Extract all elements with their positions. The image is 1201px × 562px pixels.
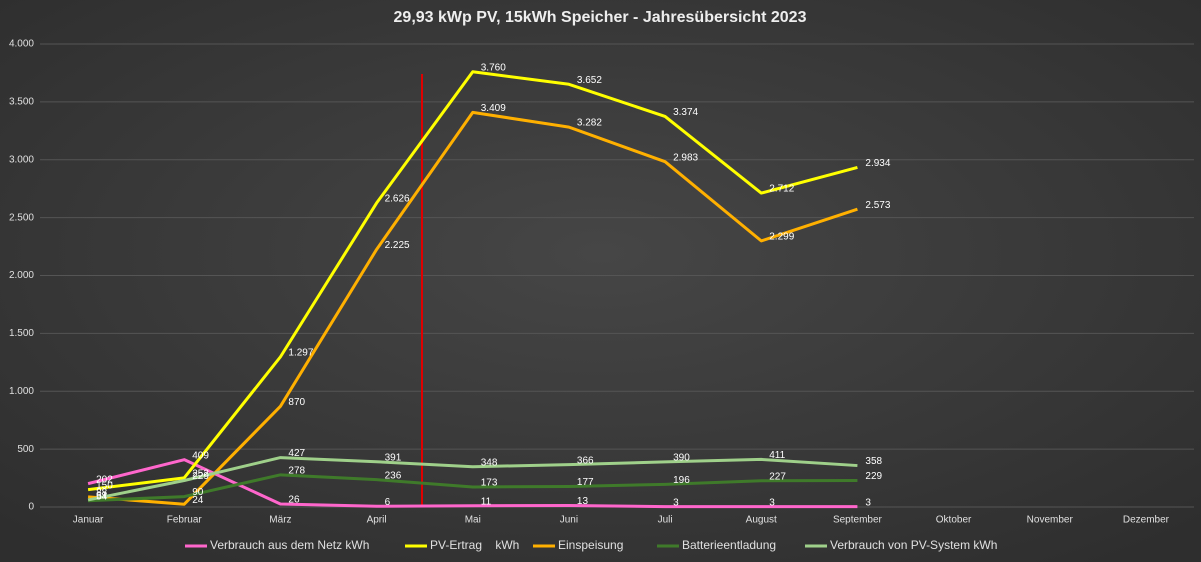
data-label: 870 (288, 397, 305, 408)
data-label: 61 (96, 491, 108, 502)
data-label: 24 (192, 495, 204, 506)
data-label: 173 (481, 478, 498, 489)
legend-label: PV-Ertrag kWh (430, 538, 519, 552)
data-label: 3 (865, 497, 871, 508)
x-tick-label: Februar (167, 515, 203, 526)
data-label: 150 (96, 480, 113, 491)
x-tick-label: April (367, 515, 387, 526)
data-label: 390 (673, 452, 690, 463)
y-tick-label: 2.000 (9, 270, 34, 281)
y-tick-label: 2.500 (9, 212, 34, 223)
data-label: 54 (96, 491, 108, 502)
series-line (87, 458, 858, 509)
data-label: 391 (385, 452, 402, 463)
x-tick-label: Mai (465, 515, 481, 526)
x-tick-label: Januar (73, 515, 104, 526)
series-line (87, 70, 858, 492)
data-label: 229 (192, 471, 209, 482)
data-label: 252 (192, 468, 209, 479)
data-label: 411 (769, 450, 785, 461)
y-tick-label: 3.000 (9, 154, 34, 165)
data-label: 2.712 (769, 184, 794, 195)
series-line (88, 473, 858, 503)
data-label: 196 (673, 475, 690, 486)
y-tick-label: 500 (17, 444, 34, 455)
data-label: 3.652 (577, 75, 602, 86)
x-tick-label: Dezember (1123, 515, 1170, 526)
x-tick-label: Juli (658, 515, 673, 526)
data-label: 6 (385, 497, 391, 508)
data-label: 427 (288, 448, 305, 459)
data-label: 1.297 (288, 348, 313, 359)
legend-label: Verbrauch aus dem Netz kWh (210, 538, 369, 552)
data-label: 3.282 (577, 118, 602, 129)
y-tick-label: 1.000 (9, 386, 34, 397)
series-line (87, 456, 858, 502)
x-tick-label: September (833, 515, 883, 526)
data-label: 3.409 (481, 103, 506, 114)
data-label: 2.299 (769, 232, 794, 243)
data-label: 366 (577, 455, 594, 466)
data-label: 236 (385, 470, 402, 481)
x-tick-label: Juni (560, 515, 578, 526)
y-tick-label: 3.500 (9, 97, 34, 108)
data-label: 26 (288, 495, 300, 506)
data-label: 2.934 (865, 158, 890, 169)
data-label: 177 (577, 477, 594, 488)
data-label: 348 (481, 457, 498, 468)
data-label: 3 (769, 497, 775, 508)
data-label: 202 (96, 474, 113, 485)
x-tick-label: August (746, 515, 777, 526)
legend-label: Batterieentladung (682, 538, 776, 552)
y-tick-label: 1.500 (9, 328, 34, 339)
legend-label: Einspeisung (558, 538, 623, 552)
data-label: 2.626 (385, 194, 410, 205)
data-label: 88 (96, 487, 108, 498)
x-tick-label: März (269, 515, 291, 526)
data-label: 3.760 (481, 62, 506, 73)
data-label: 13 (577, 496, 589, 507)
data-label: 358 (865, 456, 882, 467)
data-label: 227 (769, 471, 786, 482)
data-label: 11 (481, 496, 492, 507)
data-label: 3.374 (673, 107, 698, 118)
data-label: 3 (673, 497, 679, 508)
chart-title: 29,93 kWp PV, 15kWh Speicher - Jahresübe… (394, 9, 807, 26)
x-tick-label: Oktober (936, 515, 972, 526)
data-label: 2.573 (865, 200, 890, 211)
y-tick-label: 4.000 (9, 39, 34, 50)
data-label: 409 (192, 450, 209, 461)
data-label: 90 (192, 487, 204, 498)
data-label: 278 (288, 465, 305, 476)
legend-label: Verbrauch von PV-System kWh (830, 538, 997, 552)
data-label: 2.983 (673, 152, 698, 163)
x-tick-label: November (1027, 515, 1074, 526)
y-tick-label: 0 (28, 502, 34, 513)
data-label: 229 (865, 471, 882, 482)
data-label: 2.225 (385, 240, 410, 251)
